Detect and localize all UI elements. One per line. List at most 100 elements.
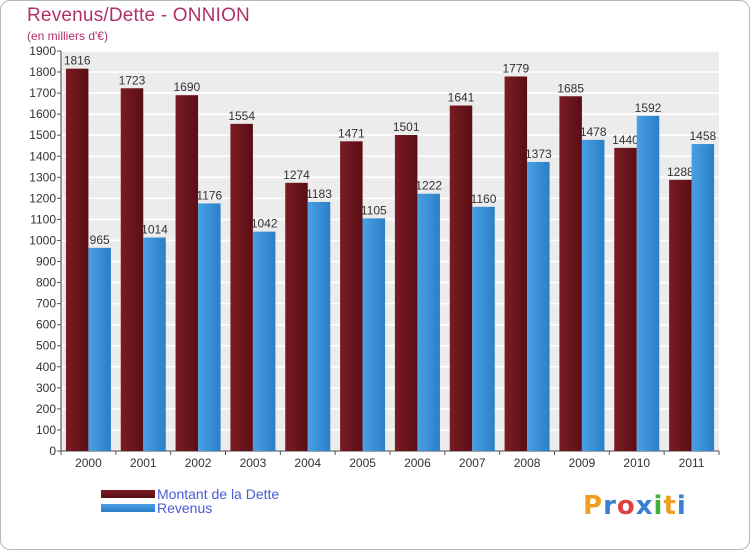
data-label-revenus: 1183 — [306, 187, 332, 201]
logo-letter: r — [603, 491, 617, 521]
bar-dette — [669, 179, 692, 451]
y-tick-label: 1400 — [29, 149, 56, 163]
legend-swatch-dette — [101, 490, 155, 498]
data-label-revenus: 1042 — [251, 217, 278, 231]
bar-revenus — [307, 201, 331, 451]
logo-letter: i — [653, 491, 664, 521]
bar-dette — [504, 76, 528, 451]
bar-dette — [394, 135, 418, 451]
y-tick-label: 200 — [36, 402, 56, 416]
x-tick-label: 2002 — [185, 456, 212, 470]
bar-revenus — [581, 139, 605, 451]
y-tick-label: 100 — [36, 423, 56, 437]
bar-revenus — [198, 203, 221, 451]
bar-revenus — [472, 206, 495, 451]
x-tick-label: 2011 — [679, 456, 705, 470]
y-tick-label: 1200 — [29, 191, 56, 205]
legend-label-dette: Montant de la Dette — [157, 486, 280, 502]
chart-title: Revenus/Dette - ONNION — [27, 5, 250, 26]
data-label-revenus: 965 — [90, 233, 110, 247]
bar-dette — [559, 96, 582, 452]
bar-dette — [340, 141, 363, 451]
data-label-revenus: 1222 — [415, 179, 442, 193]
legend-label-revenus: Revenus — [157, 500, 213, 516]
x-tick-label: 2004 — [294, 456, 321, 470]
bar-dette — [230, 123, 253, 451]
y-tick-label: 1100 — [30, 212, 56, 226]
legend-item-revenus: Revenus — [101, 500, 279, 516]
bar-dette — [614, 147, 637, 451]
bar-revenus — [691, 144, 715, 452]
data-label-dette: 1440 — [612, 133, 639, 147]
y-tick-label: 400 — [36, 360, 56, 374]
y-tick-label: 1900 — [29, 44, 56, 58]
bar-revenus — [417, 193, 440, 451]
bar-dette — [120, 88, 144, 452]
x-tick-label: 2008 — [514, 456, 541, 470]
bar-revenus — [88, 247, 111, 451]
logo-letter: t — [663, 491, 677, 521]
data-label-revenus: 1373 — [525, 147, 552, 161]
bar-dette — [449, 105, 473, 452]
x-tick-label: 2009 — [569, 456, 596, 470]
data-label-dette: 1779 — [502, 61, 529, 75]
data-label-revenus: 1176 — [196, 188, 222, 202]
data-label-revenus: 1478 — [580, 125, 607, 139]
y-tick-label: 700 — [36, 297, 56, 311]
chart-subtitle: (en milliers d'€) — [27, 29, 108, 43]
y-tick-label: 1300 — [29, 170, 56, 184]
logo-letter: P — [583, 491, 604, 521]
data-label-revenus: 1592 — [635, 101, 662, 115]
bar-dette — [175, 95, 199, 452]
x-tick-label: 2007 — [459, 456, 486, 470]
bar-revenus — [143, 237, 166, 451]
legend-swatch-revenus — [101, 504, 155, 512]
y-tick-label: 1000 — [29, 233, 56, 247]
y-tick-label: 0 — [49, 444, 56, 458]
bar-revenus — [636, 115, 660, 451]
x-tick-label: 2003 — [240, 456, 267, 470]
y-tick-label: 900 — [36, 255, 56, 269]
y-tick-label: 1700 — [29, 86, 56, 100]
logo-letter: x — [635, 491, 654, 521]
data-label-revenus: 1014 — [141, 223, 168, 237]
logo-letter: i — [676, 491, 687, 521]
legend: Montant de la Dette Revenus — [101, 486, 280, 516]
x-tick-label: 2006 — [404, 456, 431, 470]
bar-dette — [285, 182, 308, 451]
data-label-dette: 1501 — [393, 120, 420, 134]
data-label-dette: 1554 — [228, 109, 255, 123]
y-tick-label: 800 — [36, 276, 56, 290]
x-tick-label: 2001 — [130, 456, 157, 470]
data-label-dette: 1685 — [557, 81, 584, 95]
bar-revenus — [527, 161, 550, 451]
bar-revenus — [252, 231, 276, 451]
x-tick-label: 2000 — [75, 456, 102, 470]
data-label-revenus: 1160 — [471, 192, 497, 206]
y-tick-label: 1600 — [29, 107, 56, 121]
data-label-dette: 1690 — [173, 80, 200, 94]
data-label-dette: 1816 — [64, 54, 91, 68]
y-tick-label: 500 — [36, 339, 56, 353]
x-tick-label: 2010 — [623, 456, 650, 470]
logo-letter: o — [616, 491, 636, 521]
data-label-dette: 1471 — [338, 126, 365, 140]
bar-revenus — [362, 218, 386, 451]
y-tick-label: 1800 — [29, 65, 56, 79]
data-label-revenus: 1105 — [361, 203, 387, 217]
data-label-revenus: 1458 — [689, 129, 716, 143]
proxiti-logo: Proxiti — [583, 491, 687, 521]
legend-item-dette: Montant de la Dette — [101, 486, 280, 502]
data-label-dette: 1641 — [448, 91, 475, 105]
y-tick-label: 300 — [36, 381, 56, 395]
plot-area — [61, 51, 719, 451]
y-tick-label: 600 — [36, 318, 56, 332]
bar-dette — [65, 68, 89, 452]
data-label-dette: 1274 — [283, 168, 310, 182]
y-tick-label: 1500 — [29, 128, 56, 142]
x-tick-label: 2005 — [349, 456, 376, 470]
data-label-dette: 1288 — [667, 165, 694, 179]
data-label-dette: 1723 — [119, 73, 146, 87]
